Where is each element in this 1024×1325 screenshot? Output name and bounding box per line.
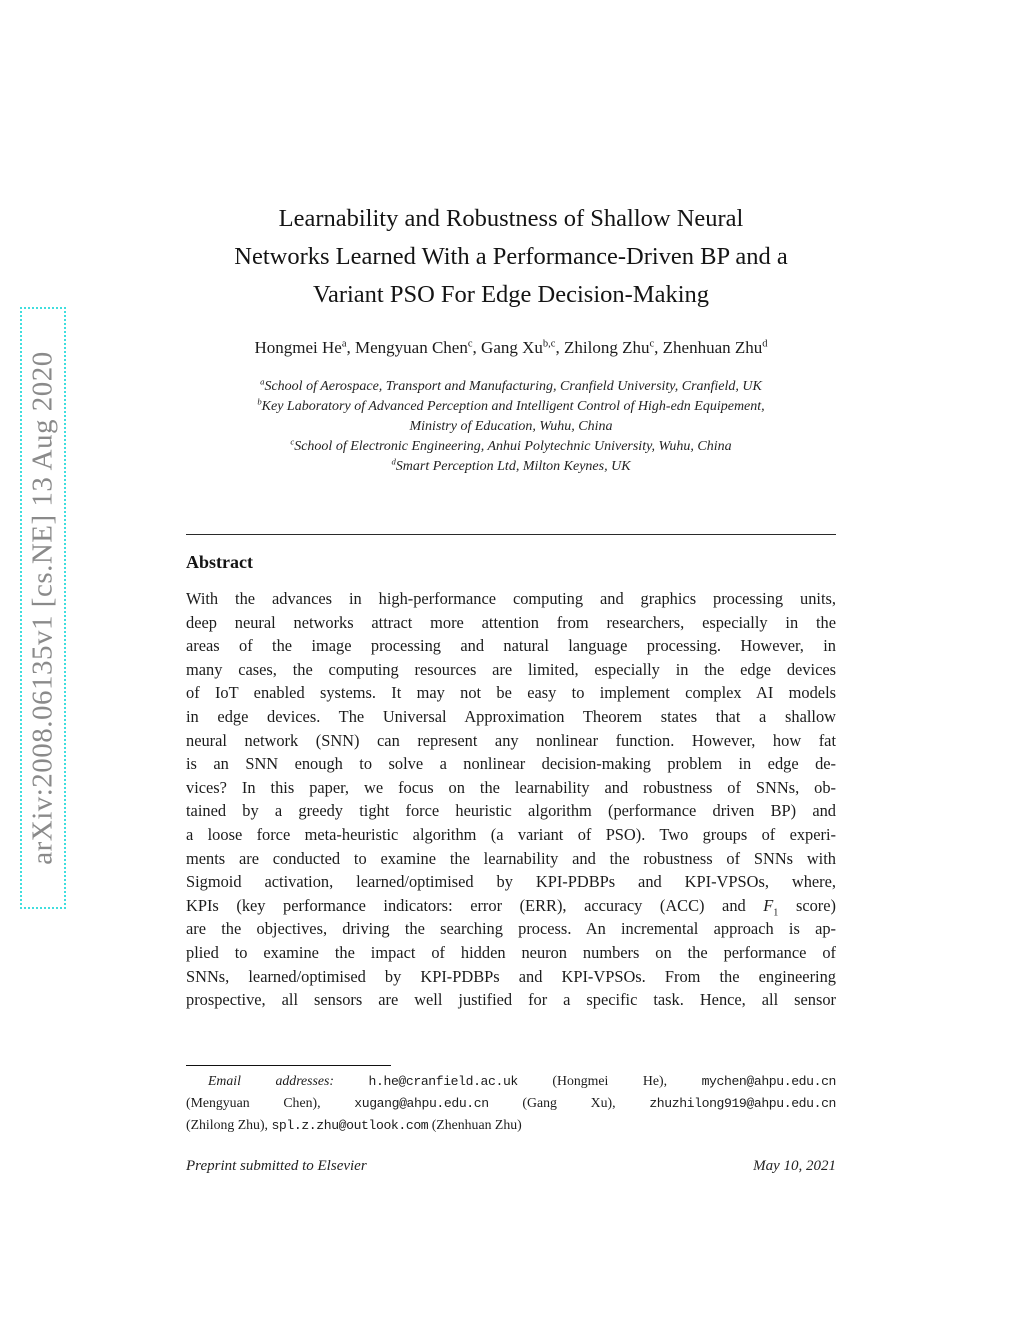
text-segment: tained by a greedy tight force heuristic… [186,801,836,821]
abstract-heading: Abstract [186,552,253,572]
text-segment: d [762,338,768,350]
text-segment: (Gang Xu), [488,1094,650,1110]
text-segment: spl.z.zhu@outlook.com [271,1117,429,1133]
abstract-line: areas of the image processing and natura… [186,634,836,658]
text-segment: a loose force meta-heuristic algorithm (… [186,824,836,844]
affiliation-marker: b [257,396,262,407]
text-segment: is an SNN enough to solve a nonlinear de… [186,754,836,774]
text-segment: (Zhenhuan Zhu) [428,1116,522,1132]
affiliation-text: School of Electronic Engineering, Anhui … [294,439,732,454]
text-segment: c [649,338,655,350]
text-segment: , Mengyuan Chen [346,338,468,357]
affiliations-block: aSchool of Aerospace, Transport and Manu… [186,377,836,477]
affiliation-line: cSchool of Electronic Engineering, Anhui… [186,437,836,457]
arxiv-watermark-frame: arXiv:2008.06135v1 [cs.NE] 13 Aug 2020 [20,307,66,909]
abstract-line: ments are conducted to examine the learn… [186,847,836,871]
text-segment: h.he@cranfield.ac.uk [368,1074,519,1089]
text-segment: a [341,338,347,350]
text-segment: of IoT enabled systems. It may not be ea… [186,683,836,703]
affiliation-line: dSmart Perception Ltd, Milton Keynes, UK [186,457,836,477]
abstract-line: tained by a greedy tight force heuristic… [186,799,836,823]
text-segment: b,c [542,338,556,350]
abstract-line: vices? In this paper, we focus on the le… [186,776,836,800]
footnote-line: (Zhilong Zhu), spl.z.zhu@outlook.com (Zh… [186,1115,836,1137]
text-segment: mychen@ahpu.edu.cn [701,1074,837,1089]
text-segment: score) [778,895,836,915]
abstract-line: of IoT enabled systems. It may not be ea… [186,681,836,705]
text-segment: F [763,895,774,915]
text-segment: SNNs, learned/optimised by KPI-PDBPs and… [186,966,836,986]
affiliation-marker: d [391,456,396,467]
footnote-block: Email addresses: h.he@cranfield.ac.uk (H… [186,1071,836,1136]
affiliation-marker: c [290,436,295,447]
arxiv-watermark-text: arXiv:2008.06135v1 [cs.NE] 13 Aug 2020 [26,351,59,865]
abstract-line: prospective, all sensors are well justif… [186,988,836,1012]
text-segment: (Hongmei He), [517,1073,702,1088]
abstract-line: With the advances in high-performance co… [186,587,836,611]
abstract-line: plied to examine the impact of hidden ne… [186,941,836,965]
text-segment: With the advances in high-performance co… [186,589,836,608]
page-footer: Preprint submitted to Elsevier May 10, 2… [186,1158,836,1175]
affiliation-line: aSchool of Aerospace, Transport and Manu… [186,377,836,397]
text-segment: xugang@ahpu.edu.cn [354,1095,489,1111]
text-segment: ments are conducted to examine the learn… [186,848,836,868]
text-segment: (Zhilong Zhu), [186,1116,272,1132]
text-segment: KPIs (key performance indicators: error … [186,895,764,915]
text-segment: , Zhilong Zhu [555,338,650,357]
text-segment: neural network (SNN) can represent any n… [186,730,836,750]
affiliation-text: Key Laboratory of Advanced Perception an… [261,399,765,434]
abstract-line: deep neural networks attract more attent… [186,611,836,635]
affiliation-marker: a [260,376,265,387]
paper-title: Learnability and Robustness of Shallow N… [234,205,788,308]
abstract-line: are the objectives, driving the searchin… [186,917,836,941]
paper-content-column: Learnability and Robustness of Shallow N… [186,0,836,1325]
abstract-line: SNNs, learned/optimised by KPI-PDBPs and… [186,965,836,989]
text-segment: Hongmei He [254,338,342,357]
abstract-divider-rule [186,534,836,535]
abstract-line: is an SNN enough to solve a nonlinear de… [186,752,836,776]
abstract-line: many cases, the computing resources are … [186,658,836,682]
abstract-line: KPIs (key performance indicators: error … [186,894,836,918]
text-segment: 1 [773,907,779,918]
text-segment: zhuzhilong919@ahpu.edu.cn [649,1095,837,1111]
text-segment: plied to examine the impact of hidden ne… [186,942,836,962]
text-segment: (Mengyuan Chen), [186,1094,355,1110]
footnote-divider-rule [186,1065,391,1066]
text-segment: Email addresses: [208,1073,334,1088]
text-segment: deep neural networks attract more attent… [186,612,836,632]
abstract-body: With the advances in high-performance co… [186,587,836,1012]
abstract-line: a loose force meta-heuristic algorithm (… [186,823,836,847]
text-segment: , Gang Xu [472,338,543,357]
text-segment: Sigmoid activation, learned/optimised by… [186,872,836,892]
text-segment: areas of the image processing and natura… [186,636,836,656]
abstract-line: Sigmoid activation, learned/optimised by… [186,870,836,894]
text-segment: prospective, all sensors are well justif… [186,990,836,1010]
affiliation-text: School of Aerospace, Transport and Manuf… [264,379,762,394]
footer-date: May 10, 2021 [753,1158,836,1174]
affiliation-text: Smart Perception Ltd, Milton Keynes, UK [395,459,631,474]
text-segment: many cases, the computing resources are … [186,659,836,679]
text-segment [334,1073,369,1088]
text-segment: , Zhenhuan Zhu [654,338,763,357]
footnote-line: (Mengyuan Chen), xugang@ahpu.edu.cn (Gan… [186,1093,836,1115]
footer-preprint-note: Preprint submitted to Elsevier [186,1158,367,1174]
text-segment: vices? In this paper, we focus on the le… [186,777,836,797]
footnote-line: Email addresses: h.he@cranfield.ac.uk (H… [186,1071,836,1093]
text-segment: c [467,338,473,350]
abstract-line: neural network (SNN) can represent any n… [186,729,836,753]
affiliation-line: bKey Laboratory of Advanced Perception a… [186,397,836,437]
text-segment: are the objectives, driving the searchin… [186,919,836,939]
author-line: Hongmei Hea, Mengyuan Chenc, Gang Xub,c,… [186,338,836,358]
abstract-line: in edge devices. The Universal Approxima… [186,705,836,729]
text-segment: in edge devices. The Universal Approxima… [186,706,836,726]
